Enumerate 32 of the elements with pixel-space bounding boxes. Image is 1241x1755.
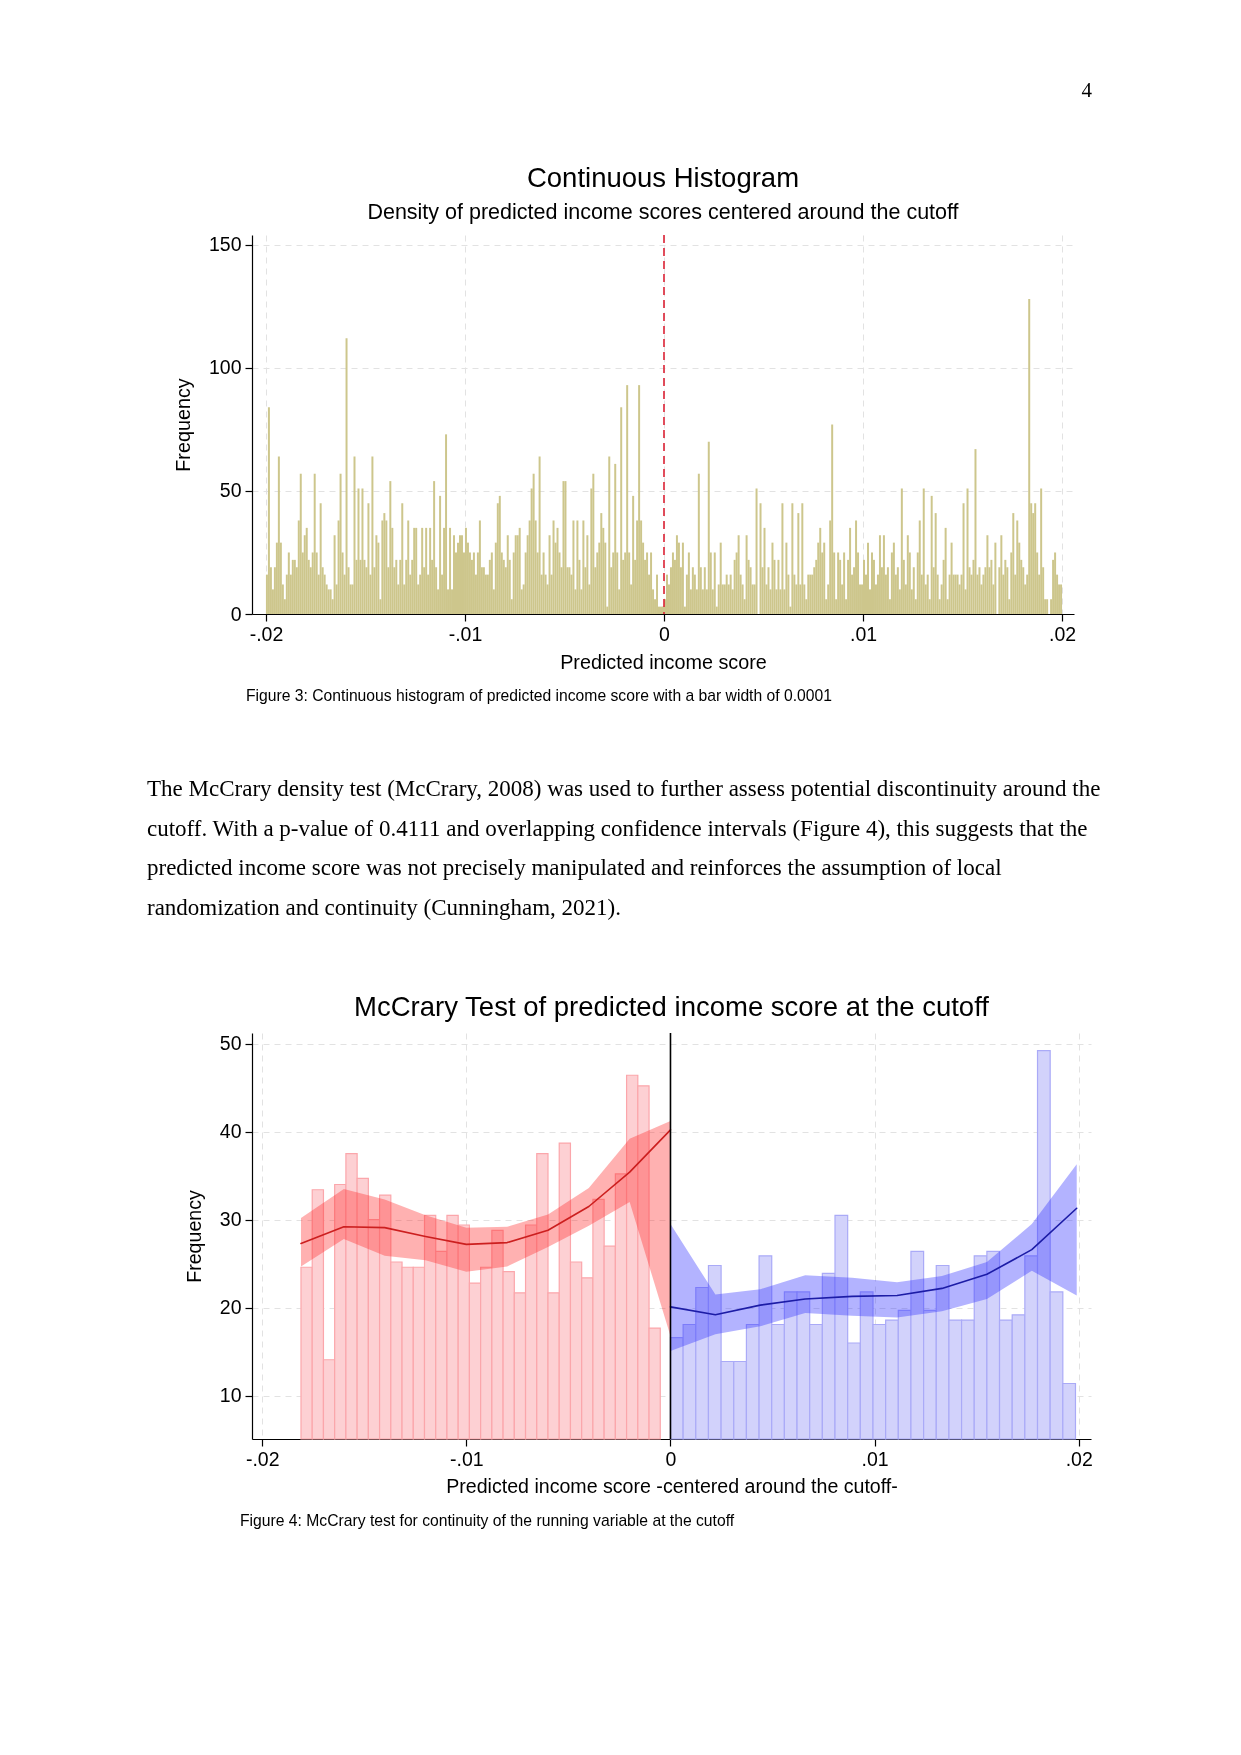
y-tick-label: 50 xyxy=(219,479,242,502)
y-tick-label: 10 xyxy=(219,1384,242,1407)
x-tick-label: 0 xyxy=(665,1447,677,1470)
y-tick-label: 0 xyxy=(230,602,242,625)
x-tick-label: -.01 xyxy=(448,622,483,645)
y-axis-title: Frequency xyxy=(182,1190,205,1283)
x-tick-label: 0 xyxy=(659,622,671,645)
x-tick-label: -.02 xyxy=(249,622,284,645)
chart-title: Continuous Histogram xyxy=(526,162,800,194)
y-tick-label: 30 xyxy=(219,1208,242,1231)
y-tick-label: 100 xyxy=(208,356,242,379)
text: 4 xyxy=(1081,78,1093,102)
x-tick-label: -.02 xyxy=(245,1447,280,1470)
x-tick-label: .01 xyxy=(849,622,878,645)
x-axis-title: Predicted income score -centered around the cutoff- xyxy=(446,1475,898,1497)
chart-subtitle: Density of predicted income scores centered around the cutoff xyxy=(367,199,959,224)
line-series xyxy=(300,1129,672,1246)
x-axis-title: Predicted income score xyxy=(560,651,767,673)
caption: Figure 3: Continuous histogram of predicted income score with a bar width of 0.0001 xyxy=(246,687,832,704)
y-tick-label: 40 xyxy=(219,1120,242,1143)
caption: Figure 4: McCrary test for continuity of the running variable at the cutoff xyxy=(240,1512,735,1529)
y-tick-label: 20 xyxy=(219,1296,242,1319)
chart-title: McCrary Test of predicted income score at the cutoff xyxy=(354,990,990,1022)
line-series xyxy=(669,1207,1078,1316)
y-tick-label: 50 xyxy=(219,1032,242,1055)
x-tick-label: .02 xyxy=(1049,622,1077,645)
y-tick-label: 150 xyxy=(208,233,242,256)
x-tick-label: -.01 xyxy=(450,1447,484,1470)
y-axis-title: Frequency xyxy=(171,378,194,472)
x-tick-label: .01 xyxy=(861,1447,889,1470)
x-tick-label: .02 xyxy=(1065,1447,1093,1470)
text: The McCrary density test (McCrary, 2008) was used to further assess potential discontinuity around the cutoff. With a p-value of 0.4111 and overlapping confidence intervals (Figure 4), this suggests that the predicted income score was not precisely manipulated and reinforces the assumption of local randomization and continuity (Cunningham, 2021). xyxy=(147,776,1101,921)
